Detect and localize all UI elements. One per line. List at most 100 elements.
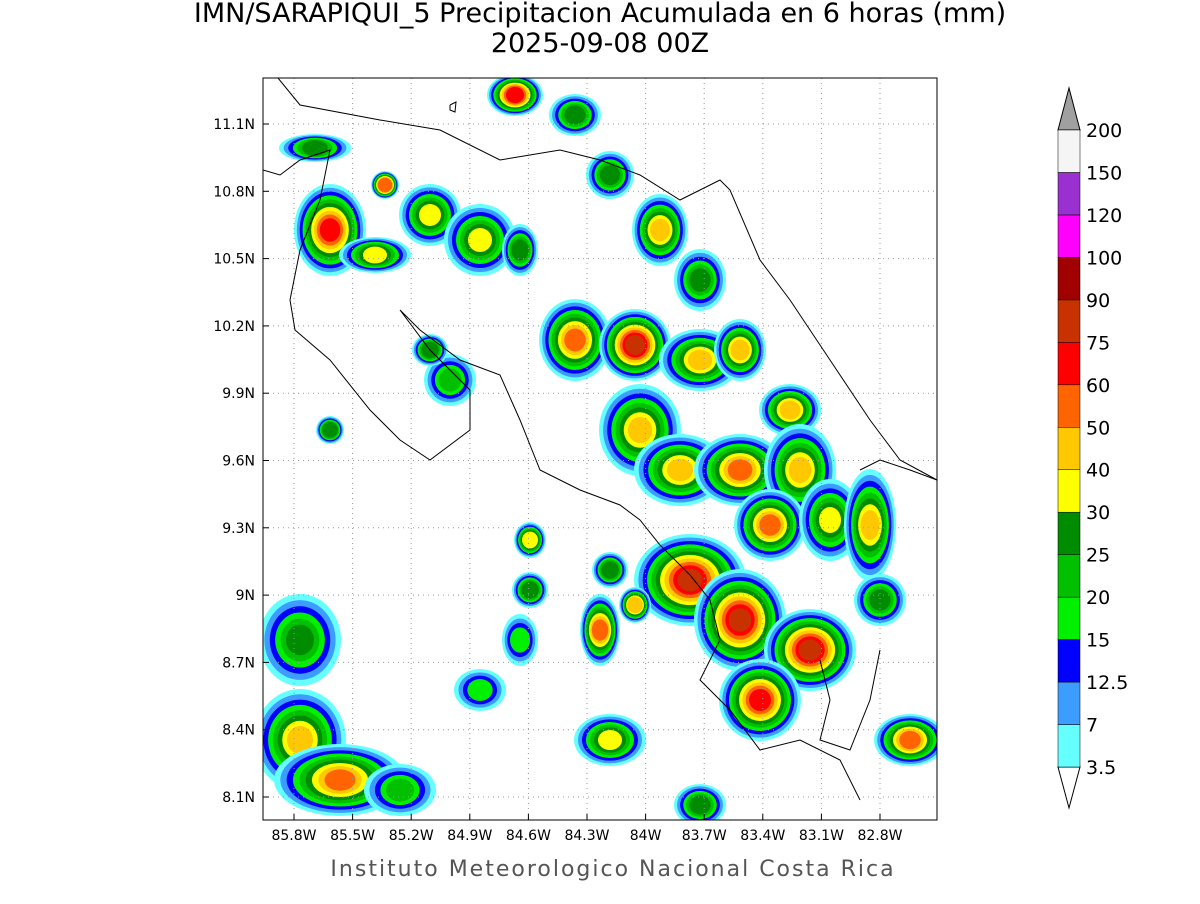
rain-contour bbox=[860, 510, 880, 540]
rain-contour bbox=[302, 140, 328, 156]
colorbar-segment bbox=[1057, 384, 1081, 428]
colorbar-label: 12.5 bbox=[1086, 672, 1128, 694]
colorbar-segment bbox=[1057, 511, 1081, 555]
colorbar-label: 120 bbox=[1086, 205, 1122, 227]
lon-label: 83.4W bbox=[740, 828, 785, 844]
rain-contour bbox=[689, 268, 711, 292]
colorbar-label: 75 bbox=[1086, 332, 1110, 354]
rain-contour bbox=[730, 339, 750, 361]
colorbar-segment bbox=[1057, 342, 1081, 386]
rain-contour bbox=[727, 459, 753, 481]
rain-contour bbox=[819, 507, 841, 533]
lon-label: 84.6W bbox=[506, 828, 551, 844]
lon-label: 85.5W bbox=[330, 828, 375, 844]
rain-contour bbox=[666, 458, 694, 482]
colorbar-label: 30 bbox=[1086, 502, 1110, 524]
colorbar-segment bbox=[1057, 299, 1081, 343]
colorbar-segment bbox=[1057, 639, 1081, 683]
rain-contour bbox=[319, 218, 341, 242]
rain-contour bbox=[286, 726, 314, 754]
rain-contour bbox=[377, 177, 393, 193]
rain-contour bbox=[564, 328, 586, 352]
rain-contour bbox=[788, 456, 812, 484]
lat-label: 10.8N bbox=[213, 184, 255, 200]
rain-contour bbox=[677, 568, 703, 592]
colorbar-segment bbox=[1057, 596, 1081, 640]
rain-contour bbox=[598, 730, 622, 750]
colorbar-label: 20 bbox=[1086, 587, 1110, 609]
lat-label: 8.1N bbox=[222, 790, 255, 806]
colorbar-segment bbox=[1057, 214, 1081, 258]
colorbar-label: 60 bbox=[1086, 375, 1110, 397]
rain-contour bbox=[627, 416, 653, 444]
colorbar-label: 100 bbox=[1086, 247, 1122, 269]
rain-contour bbox=[599, 164, 621, 186]
rain-contour bbox=[419, 204, 441, 226]
colorbar-label: 50 bbox=[1086, 417, 1110, 439]
lat-label: 9.6N bbox=[222, 454, 255, 470]
rain-contour bbox=[779, 400, 801, 420]
colorbar-segment bbox=[1057, 681, 1081, 725]
lon-label: 84W bbox=[630, 828, 662, 844]
rain-contour bbox=[601, 561, 619, 579]
lat-label: 10.2N bbox=[213, 319, 255, 335]
rain-contour bbox=[650, 218, 670, 242]
colorbar-label: 40 bbox=[1086, 460, 1110, 482]
rain-contour bbox=[689, 795, 711, 815]
rain-contour bbox=[728, 608, 752, 632]
grid: 11.1N 10.8N 10.5N 10.2N 9.9N 9.6N 9.3N 9N 8.7N 8.… bbox=[213, 78, 937, 844]
rain-contour bbox=[468, 228, 492, 252]
lat-label: 11.1N bbox=[213, 117, 255, 133]
rain-contour bbox=[363, 246, 387, 264]
rain-contour bbox=[687, 349, 713, 371]
colorbar-label: 3.5 bbox=[1086, 757, 1116, 779]
rain-contour bbox=[869, 589, 891, 611]
colorbar-segment bbox=[1057, 554, 1081, 598]
colorbar-segment bbox=[1057, 172, 1081, 216]
rain-contour bbox=[759, 514, 781, 536]
rain-contour bbox=[324, 769, 356, 791]
footer: Instituto Meteorologico Nacional Costa R… bbox=[330, 857, 895, 882]
rain-contour bbox=[627, 596, 643, 614]
lon-label: 84.3W bbox=[564, 828, 609, 844]
rain-contour bbox=[522, 531, 538, 549]
colorbar-segment bbox=[1057, 724, 1081, 768]
title: IMN/SARAPIQUI_5 Precipitacion Acumulada … bbox=[194, 0, 1006, 29]
colorbar-label: 90 bbox=[1086, 290, 1110, 312]
precipitation-field bbox=[263, 78, 937, 820]
rain-contour bbox=[322, 422, 338, 438]
lon-label: 84.9W bbox=[447, 828, 492, 844]
colorbar-label: 150 bbox=[1086, 162, 1122, 184]
rain-contour bbox=[591, 619, 609, 641]
lat-label: 8.4N bbox=[222, 723, 255, 739]
plot-frame bbox=[262, 77, 938, 821]
rain-contour bbox=[899, 730, 921, 750]
lat-label: 9N bbox=[236, 588, 255, 604]
colorbar-label: 7 bbox=[1086, 715, 1098, 737]
rain-contour bbox=[285, 624, 315, 656]
lat-label: 8.7N bbox=[222, 655, 255, 671]
colorbar-segment bbox=[1057, 427, 1081, 470]
colorbar-under bbox=[1057, 766, 1081, 810]
rain-contour bbox=[798, 639, 822, 661]
colorbar-over bbox=[1057, 86, 1081, 131]
rain-contour bbox=[385, 778, 415, 802]
lat-label: 9.9N bbox=[222, 386, 255, 402]
subtitle: 2025-09-08 00Z bbox=[491, 28, 709, 59]
colorbar-segment bbox=[1057, 129, 1081, 173]
rain-contour bbox=[521, 581, 539, 599]
colorbar-segment bbox=[1057, 469, 1081, 513]
rain-contour bbox=[564, 105, 586, 125]
lon-label: 82.8W bbox=[857, 828, 902, 844]
coastlines bbox=[263, 78, 937, 801]
rain-contour bbox=[438, 368, 462, 392]
lat-label: 9.3N bbox=[222, 521, 255, 537]
rain-contour bbox=[510, 627, 530, 653]
rain-contour bbox=[505, 86, 525, 104]
colorbar: 3.5 7 12.5 15 20 25 30 40 50 60 75 90 100 120 150 200 bbox=[1057, 86, 1128, 810]
lon-label: 85.8W bbox=[271, 828, 316, 844]
colorbar-label: 200 bbox=[1086, 120, 1122, 142]
colorbar-segment bbox=[1057, 257, 1081, 301]
lat-label: 10.5N bbox=[213, 252, 255, 268]
